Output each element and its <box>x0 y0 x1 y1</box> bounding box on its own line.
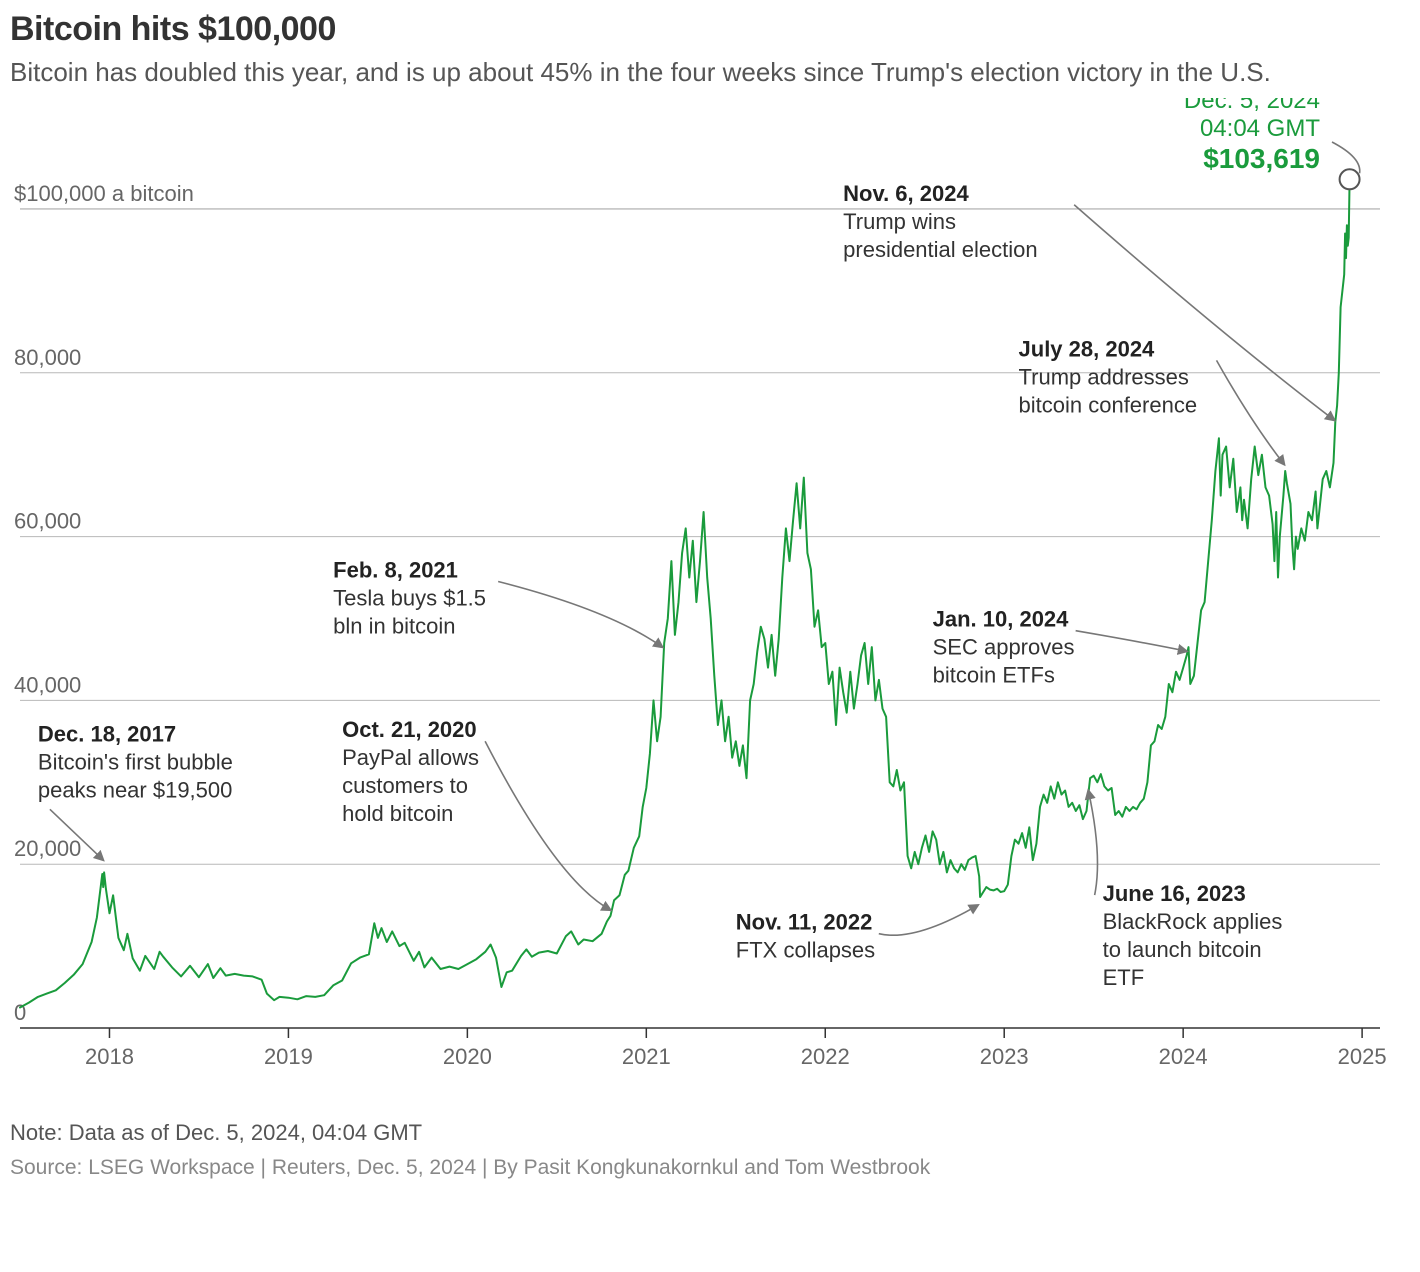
svg-text:04:04 GMT: 04:04 GMT <box>1200 115 1320 142</box>
y-tick-label: 40,000 <box>14 672 81 697</box>
x-tick-label: 2018 <box>85 1044 134 1069</box>
chart-title: Bitcoin hits $100,000 <box>10 10 1388 49</box>
x-tick-label: 2020 <box>443 1044 492 1069</box>
svg-text:Jan. 10, 2024: Jan. 10, 2024 <box>933 607 1070 632</box>
svg-text:presidential election: presidential election <box>843 237 1037 262</box>
peak-connector <box>1332 142 1360 173</box>
y-tick-label: 0 <box>14 1000 26 1025</box>
annotation-arrow <box>485 741 610 910</box>
svg-text:June 16, 2023: June 16, 2023 <box>1103 881 1246 906</box>
svg-text:Oct. 21, 2020: Oct. 21, 2020 <box>342 717 477 742</box>
peak-label: Dec. 5, 202404:04 GMT$103,619 <box>1184 98 1320 174</box>
x-tick-label: 2019 <box>264 1044 313 1069</box>
annotation-arrow <box>879 905 978 935</box>
svg-text:Trump wins: Trump wins <box>843 209 956 234</box>
annotation-ftx2022: Nov. 11, 2022 FTX collapses <box>736 910 875 963</box>
svg-text:SEC approves: SEC approves <box>933 635 1075 660</box>
x-tick-label: 2025 <box>1338 1044 1387 1069</box>
svg-text:Nov. 6, 2024: Nov. 6, 2024 <box>843 181 969 206</box>
svg-text:Bitcoin's first bubble: Bitcoin's first bubble <box>38 749 233 774</box>
x-tick-label: 2022 <box>801 1044 850 1069</box>
peak-marker <box>1340 169 1360 189</box>
svg-text:to launch bitcoin: to launch bitcoin <box>1103 937 1262 962</box>
annotation-bubble2017: Dec. 18, 2017 Bitcoin's first bubble peaks… <box>38 721 233 802</box>
svg-text:Dec. 18, 2017: Dec. 18, 2017 <box>38 721 176 746</box>
line-chart: 0 20,000 40,000 60,000 80,000 $100,000 a bitc… <box>10 98 1390 1108</box>
svg-text:peaks near $19,500: peaks near $19,500 <box>38 777 233 802</box>
annotation-conf2024: July 28, 2024 Trump addresses bitcoin conf… <box>1019 336 1198 417</box>
annotation-arrow <box>1088 791 1097 896</box>
chart-svg: 0 20,000 40,000 60,000 80,000 $100,000 a bitc… <box>10 98 1390 1108</box>
chart-subtitle: Bitcoin has doubled this year, and is up… <box>10 55 1370 90</box>
x-tick-label: 2024 <box>1159 1044 1208 1069</box>
svg-text:customers to: customers to <box>342 773 468 798</box>
annotation-blackrock2023: June 16, 2023 BlackRock applies to launch … <box>1103 881 1283 990</box>
svg-text:ETF: ETF <box>1103 965 1145 990</box>
chart-source: Source: LSEG Workspace | Reuters, Dec. 5… <box>10 1156 1388 1180</box>
svg-text:bitcoin ETFs: bitcoin ETFs <box>933 663 1055 688</box>
annotation-arrow <box>1076 631 1187 652</box>
y-tick-label: 80,000 <box>14 345 81 370</box>
svg-text:Nov. 11, 2022: Nov. 11, 2022 <box>736 910 873 935</box>
svg-text:Tesla buys $1.5: Tesla buys $1.5 <box>333 586 486 611</box>
x-tick-label: 2021 <box>622 1044 671 1069</box>
svg-text:BlackRock applies: BlackRock applies <box>1103 909 1283 934</box>
annotation-arrow <box>498 582 662 648</box>
svg-text:bitcoin conference: bitcoin conference <box>1019 392 1198 417</box>
chart-container: Bitcoin hits $100,000 Bitcoin has double… <box>0 0 1420 1272</box>
svg-text:FTX collapses: FTX collapses <box>736 938 875 963</box>
annotation-tesla2021: Feb. 8, 2021 Tesla buys $1.5 bln in bitcoi… <box>333 558 486 639</box>
y-tick-label: $100,000 a bitcoin <box>14 181 194 206</box>
annotation-paypal2020: Oct. 21, 2020 PayPal allows customers to ho… <box>342 717 479 826</box>
svg-text:PayPal allows: PayPal allows <box>342 745 479 770</box>
annotation-election2024: Nov. 6, 2024 Trump wins presidential elect… <box>843 181 1037 262</box>
svg-text:Dec. 5, 2024: Dec. 5, 2024 <box>1184 98 1320 114</box>
svg-text:bln in bitcoin: bln in bitcoin <box>333 614 455 639</box>
chart-footnote: Note: Data as of Dec. 5, 2024, 04:04 GMT <box>10 1120 1388 1146</box>
svg-text:Trump addresses: Trump addresses <box>1019 364 1189 389</box>
annotation-sec2024: Jan. 10, 2024 SEC approves bitcoin ETFs <box>933 607 1075 688</box>
svg-text:July 28, 2024: July 28, 2024 <box>1019 336 1156 361</box>
svg-text:hold bitcoin: hold bitcoin <box>342 801 453 826</box>
svg-text:Feb. 8, 2021: Feb. 8, 2021 <box>333 558 458 583</box>
svg-text:$103,619: $103,619 <box>1203 143 1320 174</box>
x-tick-label: 2023 <box>980 1044 1029 1069</box>
y-tick-label: 60,000 <box>14 509 81 534</box>
y-tick-label: 20,000 <box>14 836 81 861</box>
